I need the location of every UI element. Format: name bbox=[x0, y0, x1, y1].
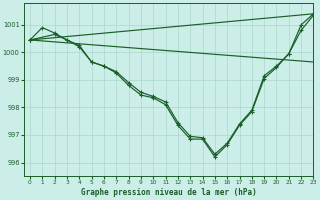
X-axis label: Graphe pression niveau de la mer (hPa): Graphe pression niveau de la mer (hPa) bbox=[81, 188, 257, 197]
